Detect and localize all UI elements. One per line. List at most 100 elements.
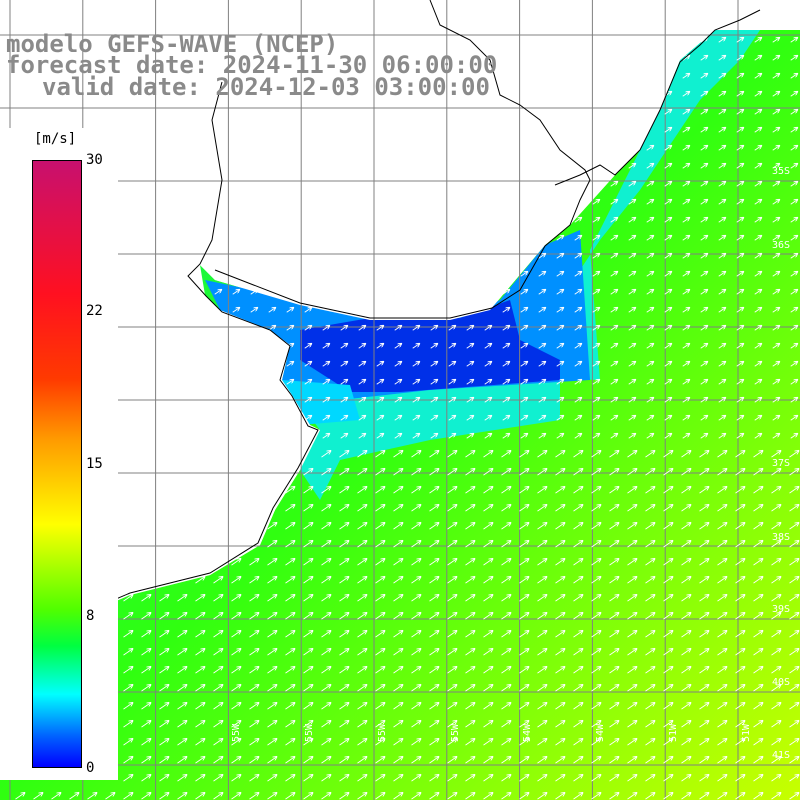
wind-arrow: [736, 38, 744, 43]
wind-arrow: [213, 721, 222, 728]
wind-arrow: [412, 326, 420, 331]
wind-arrow: [429, 721, 438, 728]
wind-arrow: [682, 416, 690, 421]
wind-arrow: [465, 685, 474, 692]
wind-arrow: [303, 631, 312, 638]
wind-arrow: [663, 595, 672, 602]
wind-arrow: [555, 559, 564, 566]
wind-arrow: [447, 451, 456, 458]
wind-arrow: [753, 487, 762, 494]
wind-arrow: [717, 775, 726, 782]
wind-arrow: [465, 613, 474, 620]
wind-arrow: [231, 739, 240, 746]
wind-arrow: [358, 362, 366, 367]
wind-arrow: [772, 362, 780, 367]
wind-arrow: [573, 685, 582, 692]
wind-arrow: [520, 416, 528, 421]
wind-arrow: [736, 92, 744, 97]
wind-arrow: [717, 577, 726, 584]
wind-arrow: [556, 236, 564, 241]
wind-arrow: [231, 649, 240, 656]
wind-arrow: [195, 703, 204, 710]
wind-arrow: [609, 523, 618, 530]
wind-arrow: [520, 272, 528, 277]
wind-arrow: [303, 505, 312, 512]
wind-arrow: [754, 326, 762, 331]
title-forecast-date: forecast date: 2024-11-30 06:00:00: [6, 51, 498, 79]
wind-arrow: [609, 559, 618, 566]
wind-arrow: [736, 416, 744, 421]
wind-arrow: [664, 380, 672, 385]
wind-arrow: [646, 164, 654, 169]
wind-arrow: [592, 272, 600, 277]
wind-arrow: [249, 757, 258, 764]
wind-arrow: [736, 434, 744, 439]
wind-arrow: [753, 775, 762, 782]
wind-arrow: [682, 344, 690, 349]
wind-arrow: [699, 595, 708, 602]
wind-arrow: [555, 721, 564, 728]
wind-arrow: [501, 451, 510, 458]
wind-arrow: [772, 416, 780, 421]
lon-label: 55W: [450, 723, 461, 742]
wind-arrow: [393, 595, 402, 602]
wind-arrow: [663, 487, 672, 494]
wind-arrow: [177, 793, 186, 800]
wind-arrow: [285, 721, 294, 728]
wind-arrow: [430, 380, 438, 385]
wind-arrow: [303, 469, 312, 476]
wind-arrow: [393, 487, 402, 494]
wind-arrow: [591, 559, 600, 566]
wind-arrow: [501, 631, 510, 638]
wind-arrow: [627, 613, 636, 620]
wind-arrow: [321, 793, 330, 800]
wind-arrow: [177, 595, 186, 602]
wind-arrow: [537, 613, 546, 620]
wind-arrow: [681, 793, 690, 800]
wind-arrow: [735, 559, 744, 566]
wind-arrow: [483, 685, 492, 692]
wind-arrow: [753, 721, 762, 728]
wind-arrow: [682, 326, 690, 331]
wind-arrow: [393, 793, 402, 800]
wind-arrow: [645, 757, 654, 764]
wind-arrow: [375, 685, 384, 692]
wind-arrow: [681, 721, 690, 728]
wind-arrow: [681, 505, 690, 512]
wind-arrow: [411, 775, 420, 782]
wind-arrow: [664, 398, 672, 403]
wind-arrow: [700, 344, 708, 349]
wind-arrow: [573, 541, 582, 548]
wind-arrow: [699, 739, 708, 746]
bay-blue: [300, 300, 560, 392]
wind-arrow: [699, 649, 708, 656]
wind-arrow: [411, 685, 420, 692]
wind-arrow: [663, 667, 672, 674]
wind-arrow: [411, 451, 420, 458]
wind-arrow: [717, 721, 726, 728]
wind-arrow: [340, 380, 348, 385]
wind-arrow: [591, 757, 600, 764]
wind-arrow: [556, 416, 564, 421]
wind-arrow: [123, 613, 132, 620]
wind-arrow: [754, 308, 762, 313]
colorbar-tick: 22: [86, 303, 103, 319]
wind-arrow: [465, 649, 474, 656]
wind-arrow: [447, 793, 456, 800]
wind-arrow: [159, 739, 168, 746]
wind-arrow: [718, 398, 726, 403]
wind-arrow: [790, 398, 798, 403]
wind-arrow: [772, 164, 780, 169]
wind-arrow: [574, 236, 582, 241]
wind-arrow: [735, 793, 744, 800]
wind-arrow: [376, 416, 384, 421]
wind-arrow: [447, 523, 456, 530]
wind-arrow: [177, 757, 186, 764]
wind-arrow: [339, 487, 348, 494]
wind-arrow: [772, 110, 780, 115]
wind-arrow: [718, 344, 726, 349]
wind-arrow: [735, 523, 744, 530]
wind-arrow: [501, 469, 510, 476]
wind-arrow: [123, 775, 132, 782]
